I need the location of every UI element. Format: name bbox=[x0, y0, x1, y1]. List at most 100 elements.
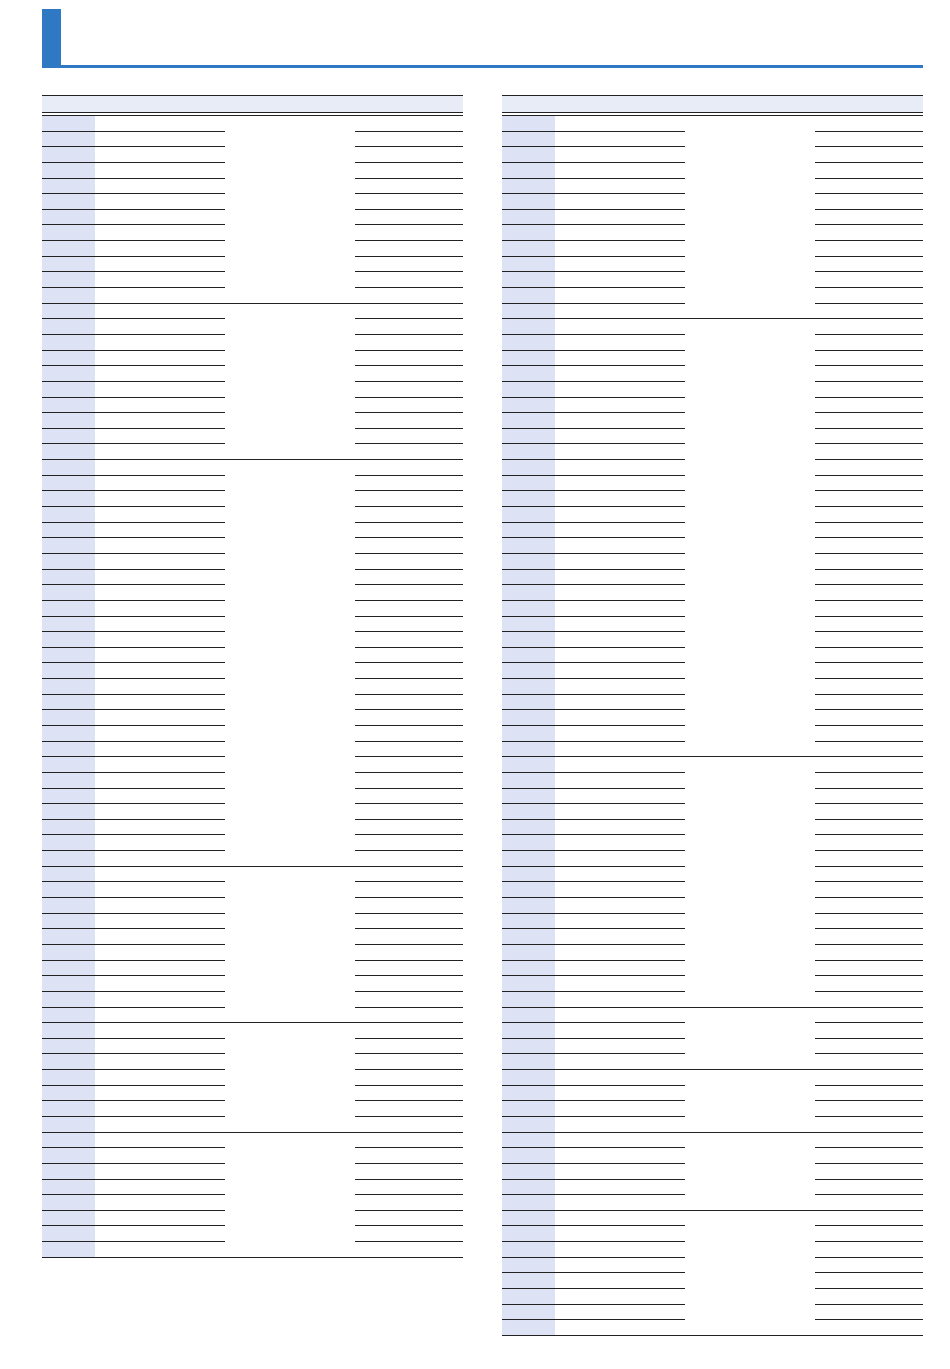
header-cell bbox=[685, 96, 815, 112]
table-cell bbox=[555, 538, 685, 554]
table-cell bbox=[95, 1211, 225, 1227]
table-cell bbox=[555, 429, 685, 445]
table-cell bbox=[42, 616, 95, 633]
table-cell bbox=[555, 632, 685, 648]
table-cell bbox=[502, 585, 555, 601]
header-cell bbox=[355, 96, 463, 112]
table-cell bbox=[555, 1258, 685, 1274]
table-cell bbox=[95, 507, 225, 523]
table-cell bbox=[42, 444, 95, 461]
table-cell bbox=[685, 491, 815, 507]
table-cell bbox=[355, 1008, 463, 1024]
table-cell bbox=[815, 976, 923, 992]
table-cell bbox=[355, 366, 463, 382]
table-cell bbox=[815, 1117, 923, 1133]
table-cell bbox=[225, 163, 355, 179]
table-cell bbox=[502, 147, 555, 163]
table-cell bbox=[815, 225, 923, 242]
table-cell bbox=[502, 866, 555, 883]
table-cell bbox=[225, 1164, 355, 1180]
table-cell bbox=[555, 1305, 685, 1321]
table-cell bbox=[225, 1148, 355, 1164]
table-cell bbox=[225, 570, 355, 586]
table-cell bbox=[42, 413, 95, 429]
table-cell bbox=[225, 1180, 355, 1196]
table-cell bbox=[42, 710, 95, 726]
table-row bbox=[42, 319, 463, 335]
table-cell bbox=[42, 1242, 95, 1258]
table-cell bbox=[225, 1070, 355, 1086]
table-cell bbox=[685, 898, 815, 914]
table-cell bbox=[42, 1070, 95, 1086]
table-row bbox=[42, 131, 463, 148]
table-cell bbox=[555, 147, 685, 163]
table-cell bbox=[225, 1211, 355, 1227]
table-row bbox=[42, 272, 463, 289]
table-body bbox=[502, 116, 923, 1336]
table-cell bbox=[815, 663, 923, 680]
table-cell bbox=[685, 1117, 815, 1133]
table-cell bbox=[502, 725, 555, 742]
table-cell bbox=[225, 961, 355, 977]
table-cell bbox=[815, 398, 923, 414]
table-cell bbox=[225, 757, 355, 773]
table-row bbox=[42, 600, 463, 617]
table-cell bbox=[555, 820, 685, 836]
table-cell bbox=[95, 851, 225, 867]
table-row bbox=[42, 1023, 463, 1039]
table-cell bbox=[42, 898, 95, 914]
table-cell bbox=[225, 491, 355, 507]
table-row bbox=[42, 835, 463, 852]
table-row bbox=[42, 710, 463, 726]
table-cell bbox=[555, 179, 685, 195]
table-cell bbox=[815, 1070, 923, 1086]
table-cell bbox=[225, 476, 355, 492]
table-row bbox=[502, 1163, 923, 1180]
table-cell bbox=[685, 601, 815, 617]
table-cell bbox=[502, 710, 555, 726]
table-cell bbox=[502, 272, 555, 289]
header-cell bbox=[95, 96, 225, 112]
table-cell bbox=[555, 679, 685, 695]
table-cell bbox=[555, 1117, 685, 1133]
table-cell bbox=[502, 788, 555, 805]
table-cell bbox=[95, 1242, 225, 1258]
table-cell bbox=[502, 288, 555, 304]
table-cell bbox=[42, 116, 95, 132]
table-cell bbox=[685, 476, 815, 492]
table-cell bbox=[355, 695, 463, 711]
table-row bbox=[42, 178, 463, 195]
table-cell bbox=[42, 209, 95, 226]
table-cell bbox=[685, 225, 815, 241]
table-row bbox=[42, 741, 463, 758]
table-row bbox=[42, 1226, 463, 1243]
table-row bbox=[502, 1195, 923, 1211]
table-cell bbox=[225, 507, 355, 523]
table-cell bbox=[355, 179, 463, 195]
table-cell bbox=[815, 710, 923, 726]
table-cell bbox=[685, 179, 815, 195]
table-cell bbox=[42, 913, 95, 930]
table-cell bbox=[355, 851, 463, 867]
table-row bbox=[502, 303, 923, 320]
table-cell bbox=[225, 945, 355, 961]
table-cell bbox=[95, 554, 225, 570]
table-cell bbox=[225, 1086, 355, 1102]
table-row bbox=[42, 1179, 463, 1196]
table-cell bbox=[225, 804, 355, 820]
table-cell bbox=[355, 773, 463, 789]
table-cell bbox=[42, 334, 95, 351]
table-cell bbox=[555, 851, 685, 867]
table-cell bbox=[355, 491, 463, 508]
table-row bbox=[42, 397, 463, 414]
table-cell bbox=[815, 241, 923, 257]
table-row bbox=[502, 710, 923, 726]
table-cell bbox=[95, 444, 225, 461]
table-row bbox=[42, 1070, 463, 1086]
table-cell bbox=[502, 444, 555, 461]
table-cell bbox=[502, 1054, 555, 1071]
table-cell bbox=[355, 992, 463, 1008]
table-cell bbox=[42, 1023, 95, 1039]
table-row bbox=[502, 178, 923, 195]
table-row bbox=[42, 913, 463, 930]
